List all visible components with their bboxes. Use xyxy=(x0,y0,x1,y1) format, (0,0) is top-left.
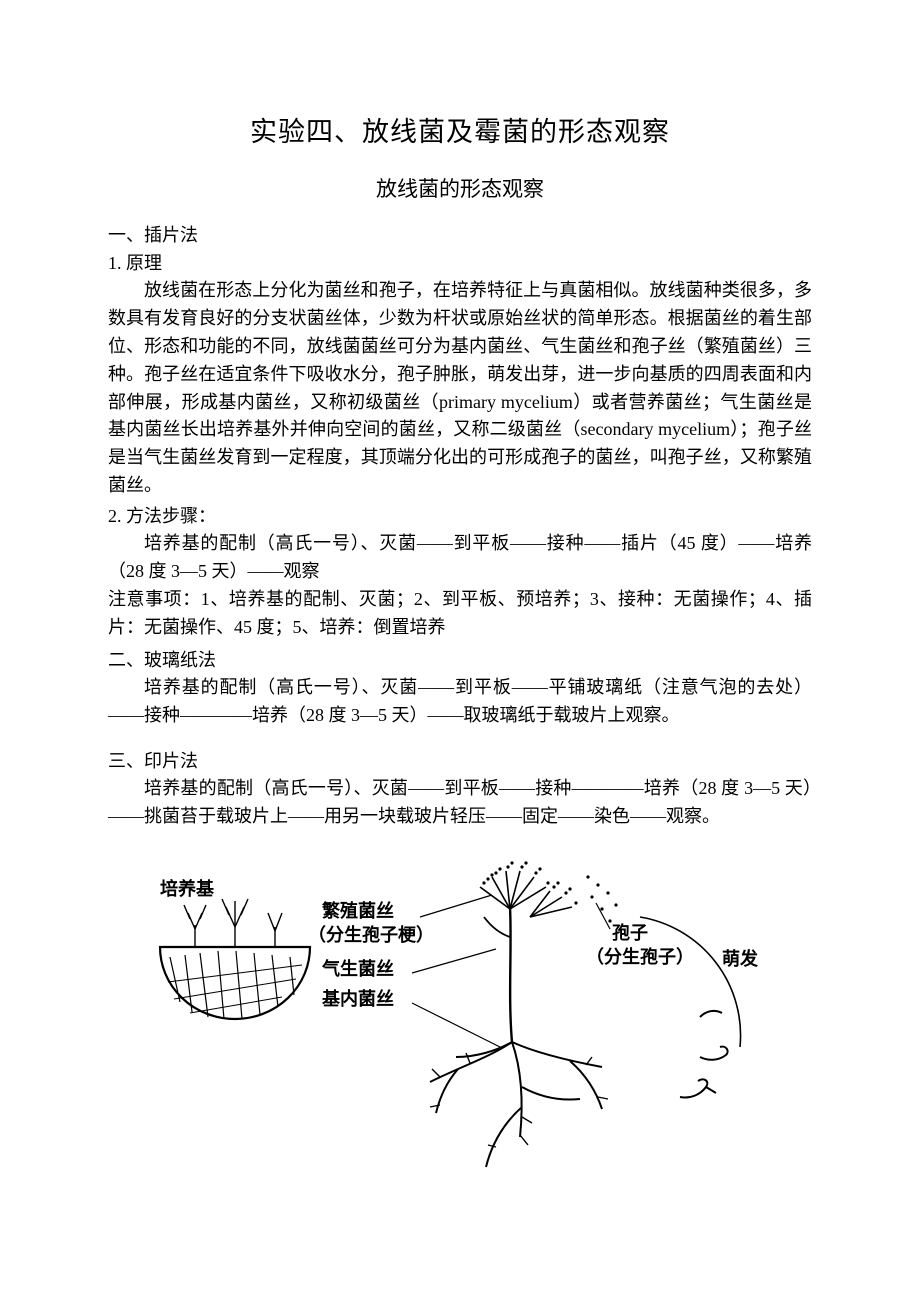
label-germinate: 萌发 xyxy=(722,948,759,969)
section-1-sub1-body: 放线菌在形态上分化为菌丝和孢子，在培养特征上与真菌相似。放线菌种类很多，多数具有… xyxy=(108,277,812,500)
actinomycete-diagram: 培养基 xyxy=(108,847,812,1207)
label-spore-sub: （分生孢子） xyxy=(586,946,694,967)
label-aerial: 气生菌丝 xyxy=(321,958,394,979)
section-2-body: 培养基的配制（高氏一号）、灭菌——到平板——平铺玻璃纸（注意气泡的去处）——接种… xyxy=(108,674,812,730)
label-reproductive-sub: （分生孢子梗） xyxy=(308,924,434,945)
document-page: 实验四、放线菌及霉菌的形态观察 放线菌的形态观察 一、插片法 1. 原理 放线菌… xyxy=(0,0,920,1302)
section-2-heading: 二、玻璃纸法 xyxy=(108,646,812,672)
section-1-sub2-body1: 培养基的配制（高氏一号）、灭菌——到平板——接种——插片（45 度）——培养（2… xyxy=(108,530,812,586)
section-1-heading: 一、插片法 xyxy=(108,221,812,247)
diagram-svg: 培养基 xyxy=(140,847,780,1207)
cycle-arc-icon xyxy=(640,917,741,1047)
section-1-sub1-heading: 1. 原理 xyxy=(108,249,812,275)
spacer xyxy=(108,729,812,743)
page-subtitle: 放线菌的形态观察 xyxy=(108,173,812,203)
label-reproductive: 繁殖菌丝 xyxy=(321,900,394,921)
label-spore: 孢子 xyxy=(612,922,648,943)
page-title: 实验四、放线菌及霉菌的形态观察 xyxy=(108,110,812,149)
section-3-heading: 三、印片法 xyxy=(108,747,812,773)
free-spores-icon xyxy=(586,876,617,923)
aerial-tufts-icon xyxy=(184,899,282,947)
section-1-sub2-heading: 2. 方法步骤： xyxy=(108,502,812,528)
section-1-sub2-body2: 注意事项：1、培养基的配制、灭菌；2、到平板、预培养；3、接种：无菌操作；4、插… xyxy=(108,586,812,642)
germination-icon xyxy=(680,1011,728,1098)
section-3-body: 培养基的配制（高氏一号）、灭菌——到平板——接种————培养（28 度 3—5 … xyxy=(108,775,812,831)
label-medium: 培养基 xyxy=(160,878,215,899)
petri-dish-icon xyxy=(160,947,310,1019)
main-mycelium-icon xyxy=(430,862,618,1168)
leader-lines xyxy=(412,895,500,1047)
label-substrate: 基内菌丝 xyxy=(321,988,394,1009)
